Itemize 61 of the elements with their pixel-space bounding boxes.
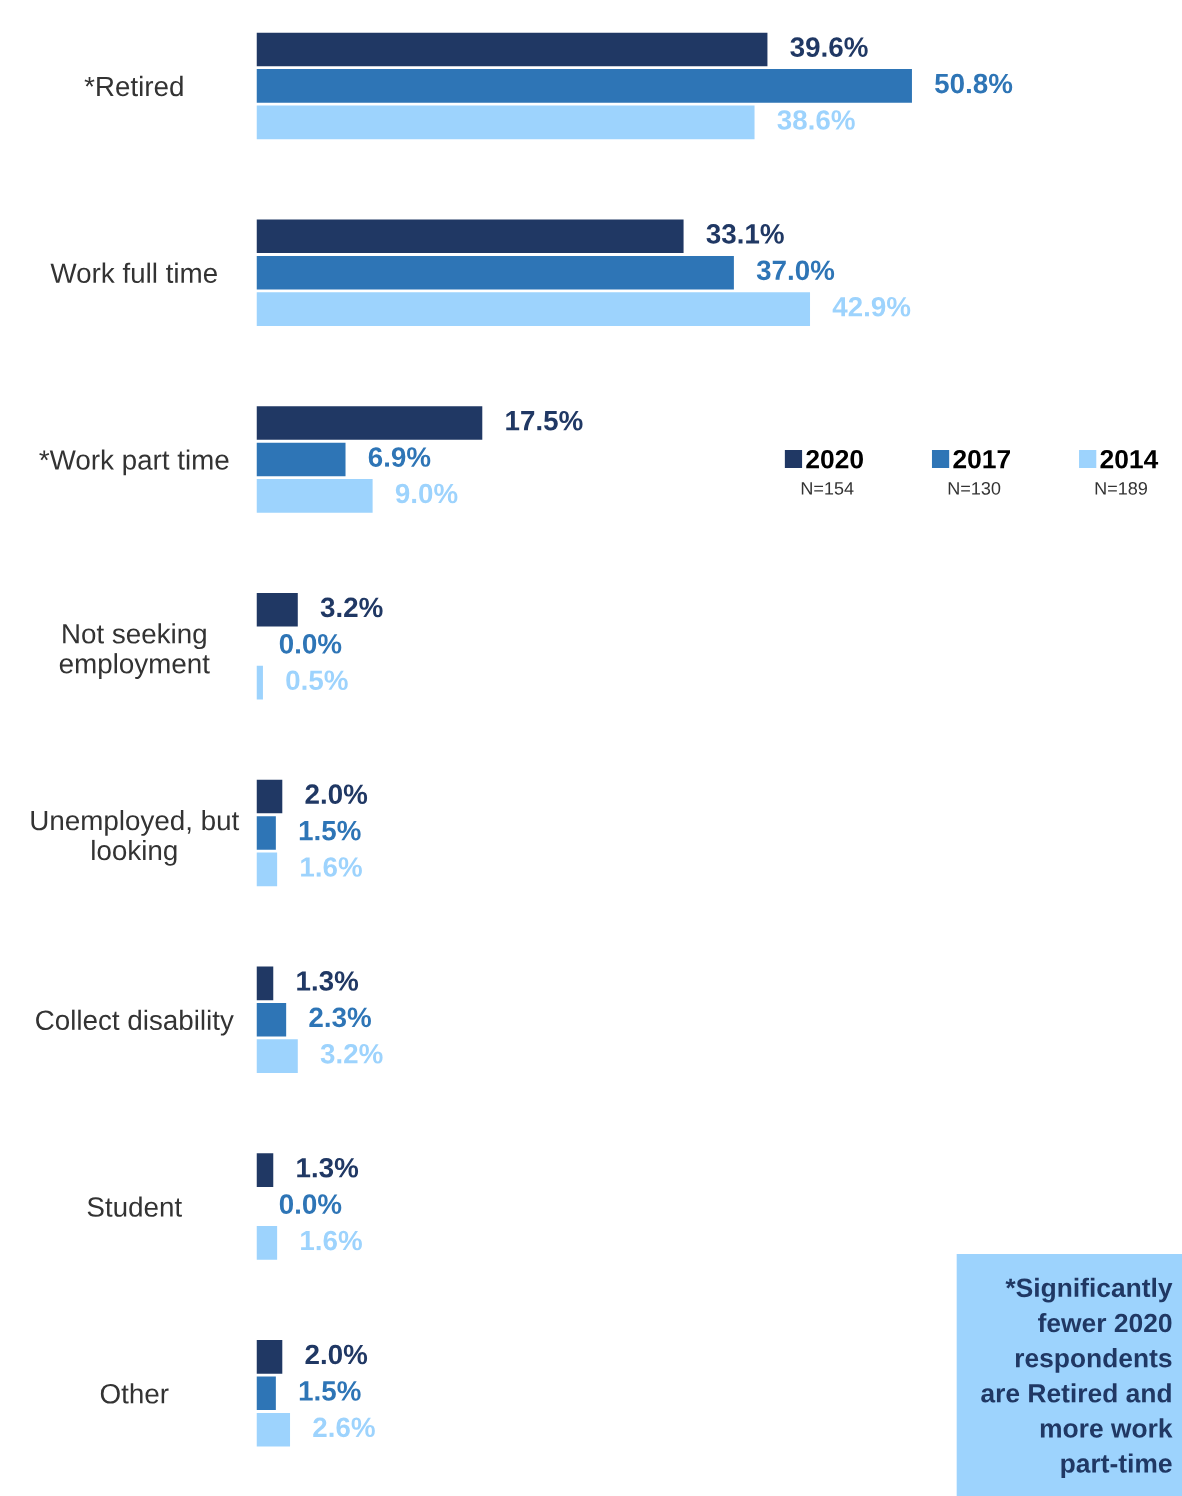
bar xyxy=(256,1153,274,1187)
bar xyxy=(256,442,346,477)
data-label: 3.2% xyxy=(320,1043,383,1064)
text: N=130 xyxy=(948,481,1001,495)
data-label: 6.9% xyxy=(368,447,431,467)
bar xyxy=(256,1412,291,1447)
bar xyxy=(256,219,684,254)
bar xyxy=(256,779,283,814)
data-label: 1.3% xyxy=(297,1157,359,1178)
legend-label: 2020 xyxy=(806,449,863,469)
bar xyxy=(256,255,734,290)
bar xyxy=(256,105,755,140)
y-tick-label: Student xyxy=(87,1196,182,1217)
data-label: 33.1% xyxy=(706,224,784,244)
bar xyxy=(256,1226,278,1260)
data-label: 1.5% xyxy=(299,1381,361,1401)
bar xyxy=(256,1376,276,1411)
bar xyxy=(256,1340,283,1374)
text: *Significantly fewer 2020 respondents are Retired and more work part-time xyxy=(981,1277,1173,1479)
annotation: N=154 xyxy=(801,482,854,495)
bar xyxy=(256,816,276,850)
y-tick-label: Other xyxy=(100,1383,169,1404)
data-label: 1.6% xyxy=(301,1230,362,1251)
data-label: 17.5% xyxy=(506,410,583,431)
data-label: 0.5% xyxy=(286,670,348,691)
y-tick-label: Not seeking employment xyxy=(59,623,210,680)
text: N=189 xyxy=(1095,481,1147,495)
bar xyxy=(256,1039,298,1073)
bar xyxy=(256,292,811,326)
bar xyxy=(256,1002,287,1037)
data-label: 2.0% xyxy=(305,784,368,805)
y-tick-label: Collect disability xyxy=(36,1009,234,1036)
y-tick-label: *Retired xyxy=(84,75,183,97)
data-label: 37.0% xyxy=(756,260,835,281)
data-label: 2.6% xyxy=(313,1417,375,1438)
data-label: 0.0% xyxy=(279,634,342,654)
data-label: 1.3% xyxy=(297,971,359,991)
y-tick-label: *Work part time xyxy=(39,449,229,476)
legend-label: 2014 xyxy=(1100,449,1159,469)
bar xyxy=(256,69,912,103)
bar xyxy=(256,966,274,1001)
data-label: 42.9% xyxy=(832,296,911,317)
legend-label: 2017 xyxy=(953,449,1010,469)
data-label: 50.8% xyxy=(935,73,1013,94)
data-label: 1.5% xyxy=(299,820,361,841)
data-label: 2.0% xyxy=(305,1344,368,1365)
y-tick-label: Unemployed, but looking xyxy=(31,809,240,866)
data-label: 9.0% xyxy=(395,483,458,504)
data-label: 1.6% xyxy=(301,857,362,877)
data-label: 39.6% xyxy=(790,37,868,57)
bar xyxy=(256,406,483,440)
data-label: 38.6% xyxy=(777,110,855,130)
bar xyxy=(256,32,768,67)
data-label: 0.0% xyxy=(279,1194,342,1214)
y-tick-label: Work full time xyxy=(50,262,217,284)
bar xyxy=(256,852,278,887)
data-label: 2.3% xyxy=(309,1007,371,1028)
data-label: 3.2% xyxy=(320,597,383,618)
bar xyxy=(256,592,298,627)
bar xyxy=(256,665,263,700)
bar xyxy=(256,479,373,513)
